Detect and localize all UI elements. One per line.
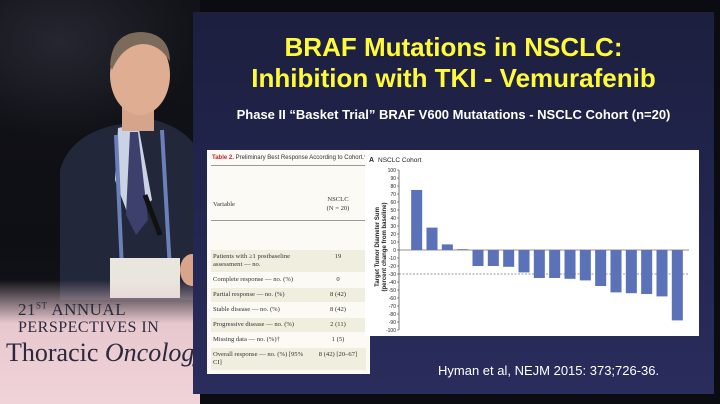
chart-bars (411, 190, 683, 321)
table-caption: Table 2. Preliminary Best Response Accor… (212, 155, 366, 161)
bar-4 (457, 249, 469, 250)
y-tick-label: 90 (390, 176, 396, 182)
table-cell-value: 1 (5) (331, 336, 345, 343)
table-cell-value: 8 (42) (330, 306, 346, 313)
bar-17 (656, 250, 668, 297)
y-axis-label-line2: (percent change from baseline) (382, 202, 388, 291)
y-tick-label: -10 (389, 256, 396, 262)
table-row: Missing data — no. (%)† 1 (5) (211, 333, 366, 347)
bar-11 (564, 250, 576, 279)
table-row: Partial response — no. (%) 8 (42) (211, 288, 366, 302)
y-tick-label: 50 (390, 208, 396, 214)
y-axis-label-line1: Target Tumor Diameter Sum (375, 207, 381, 287)
table-cell-value: 2 (11) (330, 321, 346, 328)
y-tick-label: -80 (389, 312, 396, 318)
branding-line-annual: 21ST ANNUAL (18, 300, 126, 320)
bar-1 (411, 190, 423, 250)
waterfall-chart-panel: A NSCLC Cohort Target Tumor Diameter Sum… (365, 150, 699, 336)
y-tick-label: -100 (386, 328, 396, 334)
table-cell-label: Patients with ≥1 postbaseline assessment… (213, 253, 291, 268)
bar-18 (671, 250, 683, 321)
y-tick-label: 30 (390, 224, 396, 230)
bar-16 (641, 250, 653, 294)
table-cell-label: Stable disease — no. (%) (213, 306, 280, 313)
bar-12 (579, 250, 591, 281)
y-tick-label: -50 (389, 288, 396, 294)
table-cell-value: 8 (42) (330, 291, 346, 298)
table-row: Progressive disease — no. (%) 2 (11) (211, 318, 366, 332)
table-rule-header (211, 220, 366, 221)
chart-title: NSCLC Cohort (378, 157, 422, 164)
bar-10 (549, 250, 561, 278)
table-cell-label: Complete response — no. (%) (213, 276, 294, 283)
bar-2 (426, 227, 438, 250)
table-cell-value: 8 (42) [20–67] (318, 351, 358, 358)
y-tick-label: 40 (390, 216, 396, 222)
y-tick-label: 10 (390, 240, 396, 246)
y-tick-label: 60 (390, 200, 396, 206)
y-tick-label: -30 (389, 272, 396, 278)
waterfall-chart: A NSCLC Cohort Target Tumor Diameter Sum… (369, 157, 689, 334)
table-caption-label: Table 2. (212, 155, 234, 161)
table-row: Complete response — no. (%) 0 (211, 273, 366, 287)
branding-oncology: Oncology (104, 338, 206, 367)
bar-6 (487, 250, 499, 266)
branding-number: 21 (18, 300, 36, 319)
y-tick-label: 80 (390, 184, 396, 190)
table-cell-label: Partial response — no. (%) (213, 291, 285, 298)
citation: Hyman et al, NEJM 2015: 373;726-36. (438, 363, 660, 378)
table-caption-text: Preliminary Best Response According to C… (233, 155, 367, 161)
bar-15 (625, 250, 637, 294)
branding-line-perspectives: PERSPECTIVES IN (18, 319, 160, 336)
presentation-slide: BRAF Mutations in NSCLC: Inhibition with… (193, 12, 714, 394)
bar-14 (610, 250, 622, 293)
speaker-video-area (0, 0, 200, 404)
table-cell-label: Progressive disease — no. (%) (213, 321, 295, 328)
table-header-variable: Variable (213, 201, 235, 208)
speaker-figure (60, 32, 200, 300)
response-table: Table 2. Preliminary Best Response Accor… (207, 150, 370, 374)
branding-suffix: ST (36, 300, 48, 311)
table-cell-label: Missing data — no. (%)† (213, 336, 280, 343)
y-tick-label: 20 (390, 232, 396, 238)
table-row: Stable disease — no. (%) 8 (42) (211, 303, 366, 317)
branding-annual: ANNUAL (47, 300, 127, 319)
y-axis-label: Target Tumor Diameter Sum (percent chang… (375, 202, 388, 291)
bar-13 (595, 250, 607, 286)
conference-branding (0, 280, 200, 404)
table-row: Patients with ≥1 postbaseline assessment… (211, 250, 366, 272)
y-tick-label: -20 (389, 264, 396, 270)
y-tick-label: 100 (388, 168, 397, 174)
branding-line-thoracic-oncology: Thoracic Oncology (6, 338, 206, 368)
y-tick-label: 70 (390, 192, 396, 198)
slide-title-line1: BRAF Mutations in NSCLC: (284, 32, 623, 62)
slide-title: BRAF Mutations in NSCLC: Inhibition with… (193, 32, 714, 94)
table-cell-value: 0 (336, 276, 340, 283)
bar-5 (472, 250, 484, 266)
table-header-nsclc: NSCLC (N = 20) (317, 195, 359, 213)
y-tick-label: -60 (389, 296, 396, 302)
chart-panel-label: A (369, 157, 374, 164)
y-tick-label: -90 (389, 320, 396, 326)
bar-8 (518, 250, 530, 273)
table-row: Overall response — no. (%) [95% CI] 8 (4… (211, 348, 366, 370)
bar-3 (441, 244, 453, 250)
y-tick-label: -70 (389, 304, 396, 310)
y-tick-label: 0 (393, 248, 396, 254)
branding-thoracic: Thoracic (6, 338, 105, 367)
slide-title-line2: Inhibition with TKI - Vemurafenib (251, 63, 656, 93)
table-cell-value: 19 (334, 253, 342, 260)
table-header-nsclc-line1: NSCLC (327, 196, 349, 203)
table-cell-label: Overall response — no. (%) [95% CI] (213, 351, 304, 366)
bar-7 (503, 250, 515, 267)
bar-9 (533, 250, 545, 278)
table-header-nsclc-line2: (N = 20) (326, 205, 350, 212)
slide-subtitle: Phase II “Basket Trial” BRAF V600 Mutata… (236, 107, 671, 122)
table-rule-top (211, 165, 366, 166)
y-tick-label: -40 (389, 280, 396, 286)
